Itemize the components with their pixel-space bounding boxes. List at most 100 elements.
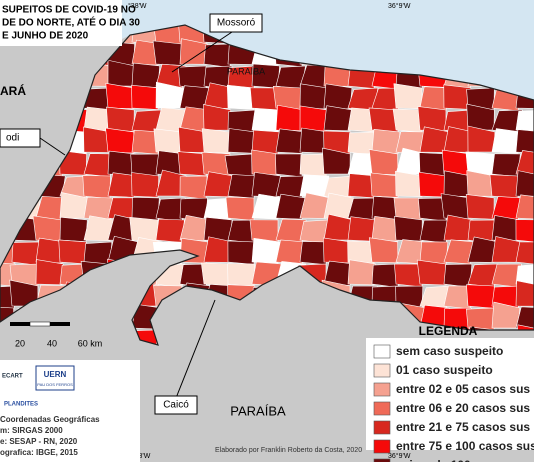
municipality xyxy=(515,194,534,220)
municipality xyxy=(0,285,17,311)
municipality xyxy=(368,149,399,176)
municipality xyxy=(395,170,424,197)
municipality xyxy=(177,65,207,90)
municipality xyxy=(251,172,281,198)
municipality xyxy=(491,215,521,242)
municipality xyxy=(225,196,255,221)
legend-label: 01 caso suspeito xyxy=(396,363,493,377)
municipality xyxy=(251,237,281,264)
legend-label: acima de 100 casos sus xyxy=(396,458,532,462)
municipality xyxy=(418,171,447,198)
municipality xyxy=(368,237,399,264)
municipality xyxy=(371,129,401,154)
municipality xyxy=(371,215,401,242)
municipality xyxy=(152,40,183,66)
municipality xyxy=(105,82,135,109)
callout-line xyxy=(175,299,216,399)
title: DE DO NORTE, ATÉ O DIA 30 xyxy=(2,16,140,29)
municipality xyxy=(323,237,351,264)
municipality xyxy=(227,263,256,288)
municipality xyxy=(275,153,304,178)
logo: PAU DOS FERROS xyxy=(37,382,73,387)
municipality xyxy=(393,83,423,110)
municipality xyxy=(227,128,256,154)
callout-box xyxy=(154,395,198,415)
municipality xyxy=(515,109,534,134)
municipality xyxy=(251,193,283,220)
legend-swatch xyxy=(373,401,391,416)
municipality xyxy=(251,149,280,176)
title-box xyxy=(0,0,122,46)
municipality xyxy=(347,259,377,286)
municipality xyxy=(131,196,160,221)
logo: UERN xyxy=(44,370,67,379)
municipality xyxy=(11,241,40,266)
municipality xyxy=(299,83,328,110)
municipality xyxy=(275,128,306,154)
municipality xyxy=(489,174,519,199)
place-label: odi xyxy=(6,133,19,144)
municipality xyxy=(179,214,211,241)
municipality xyxy=(35,237,65,264)
municipality xyxy=(275,193,306,220)
legend-swatch xyxy=(373,363,391,378)
municipality xyxy=(392,108,423,133)
state-label: PARAÍBA xyxy=(230,403,286,418)
callout-box xyxy=(209,13,263,33)
municipality xyxy=(467,236,499,263)
municipality xyxy=(226,84,255,110)
state-label: ARÁ xyxy=(0,83,26,98)
municipality xyxy=(82,175,111,200)
municipality xyxy=(417,106,447,132)
municipality xyxy=(227,240,256,265)
municipality xyxy=(515,129,534,155)
legend-label: entre 02 e 05 casos sus xyxy=(396,382,530,396)
note: Coordenadas Geográficas xyxy=(0,415,100,424)
state-outline xyxy=(0,24,534,346)
municipality xyxy=(515,241,534,266)
municipality xyxy=(83,215,115,242)
municipality xyxy=(131,62,161,88)
coordinate: 36°9'W xyxy=(388,452,411,460)
municipality xyxy=(275,104,305,131)
municipality xyxy=(466,284,495,309)
municipality xyxy=(59,216,88,242)
municipality xyxy=(323,83,353,110)
municipality xyxy=(299,192,331,219)
municipality xyxy=(491,128,522,154)
callout-line xyxy=(171,29,236,73)
logo: PLANDITES xyxy=(4,402,38,408)
municipality xyxy=(106,106,135,132)
place-label: Caicó xyxy=(163,400,189,411)
title: SUPEITOS DE COVID-19 NO xyxy=(2,5,136,16)
municipality xyxy=(515,306,534,331)
logo-frame xyxy=(35,365,75,391)
municipality xyxy=(32,215,63,242)
municipality xyxy=(515,170,534,197)
note: e: SESAP - RN, 2020 xyxy=(0,437,78,446)
logo: ECART xyxy=(2,374,23,380)
title: E JUNHO DE 2020 xyxy=(2,31,89,42)
municipality xyxy=(394,216,423,242)
municipality xyxy=(179,175,208,200)
municipality xyxy=(201,128,231,154)
legend-label: entre 06 e 20 casos sus xyxy=(396,401,530,415)
municipality xyxy=(299,105,328,132)
scale-bar: 20 40 60 km xyxy=(10,321,102,348)
legend-box xyxy=(366,338,534,450)
legend-swatch xyxy=(373,344,391,359)
municipality xyxy=(370,172,399,198)
place-label: Mossoró xyxy=(217,18,256,29)
credit: Elaborado por Franklin Roberto da Costa,… xyxy=(215,447,362,454)
municipality xyxy=(416,259,447,286)
municipality xyxy=(200,262,231,287)
municipality xyxy=(129,217,159,242)
municipality xyxy=(153,128,183,154)
municipality xyxy=(515,219,534,244)
municipality xyxy=(515,280,534,307)
scale-label: 40 xyxy=(47,338,57,348)
municipality xyxy=(131,84,160,110)
legend-label: entre 75 e 100 casos sus xyxy=(396,439,534,453)
